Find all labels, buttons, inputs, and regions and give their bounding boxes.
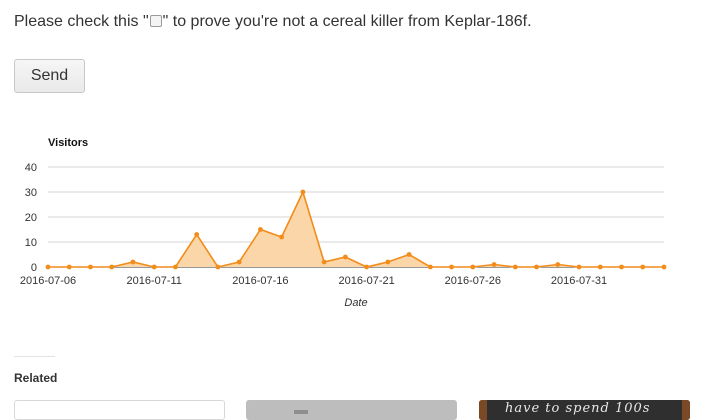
x-tick-label: 2016-07-31 bbox=[551, 275, 607, 287]
x-tick-label: 2016-07-11 bbox=[126, 275, 181, 287]
data-point bbox=[385, 259, 391, 265]
chart-title: Visitors bbox=[48, 137, 88, 149]
captcha-prompt: Please check this " " to prove you're not… bbox=[14, 13, 532, 31]
data-point bbox=[321, 259, 327, 265]
data-point bbox=[427, 264, 433, 270]
data-point bbox=[406, 252, 412, 257]
data-point bbox=[173, 264, 178, 270]
data-point bbox=[512, 264, 518, 270]
y-tick-label: 40 bbox=[25, 162, 37, 174]
data-point bbox=[470, 264, 476, 270]
data-point bbox=[619, 264, 624, 270]
data-point bbox=[109, 264, 115, 270]
data-point bbox=[597, 264, 603, 270]
data-point bbox=[151, 264, 157, 270]
data-point bbox=[555, 262, 561, 267]
data-point bbox=[364, 264, 370, 270]
data-point bbox=[45, 264, 51, 270]
y-tick-label: 0 bbox=[31, 262, 37, 274]
data-point bbox=[258, 227, 263, 232]
data-point bbox=[342, 254, 348, 260]
related-card-3[interactable]: have to spend 100s bbox=[479, 400, 690, 420]
data-point bbox=[491, 262, 497, 267]
related-card-2[interactable] bbox=[246, 400, 457, 420]
x-tick-label: 2016-07-21 bbox=[338, 275, 394, 287]
related-card-3-caption: have to spend 100s bbox=[505, 401, 651, 416]
related-divider bbox=[14, 356, 55, 357]
data-point bbox=[194, 232, 200, 237]
x-axis-label: Date bbox=[344, 297, 367, 309]
data-point bbox=[300, 189, 306, 195]
captcha-text-before: Please check this " bbox=[14, 13, 149, 30]
data-point bbox=[66, 264, 72, 270]
data-point bbox=[640, 264, 646, 270]
y-tick-label: 30 bbox=[25, 187, 37, 199]
captcha-text-after: " to prove you're not a cereal killer fr… bbox=[162, 13, 532, 30]
x-tick-label: 2016-07-06 bbox=[20, 275, 76, 287]
x-tick-label: 2016-07-16 bbox=[232, 275, 288, 287]
data-point bbox=[236, 259, 242, 265]
chalkboard-frame-left bbox=[479, 400, 487, 420]
visitors-line bbox=[48, 189, 664, 268]
y-tick-label: 10 bbox=[25, 237, 37, 249]
data-point bbox=[449, 264, 454, 270]
x-tick-label: 2016-07-26 bbox=[445, 275, 501, 287]
data-point bbox=[534, 264, 539, 270]
send-button[interactable]: Send bbox=[14, 59, 85, 93]
data-point bbox=[576, 264, 582, 270]
related-card-2-thumbnail bbox=[294, 410, 308, 414]
y-tick-label: 20 bbox=[25, 212, 37, 224]
data-point bbox=[279, 234, 285, 240]
chalkboard-frame-right bbox=[682, 400, 690, 420]
related-card-1[interactable] bbox=[14, 400, 225, 420]
visitors-chart: Visitors 0 10 20 30 40 2016-07-06 2016-07-11 201… bbox=[20, 137, 667, 309]
visitors-area bbox=[48, 192, 664, 267]
data-point bbox=[661, 264, 667, 270]
related-heading: Related bbox=[14, 371, 58, 385]
data-point bbox=[130, 259, 136, 265]
data-point bbox=[215, 264, 221, 270]
captcha-checkbox[interactable] bbox=[149, 15, 162, 27]
data-point bbox=[88, 264, 93, 270]
